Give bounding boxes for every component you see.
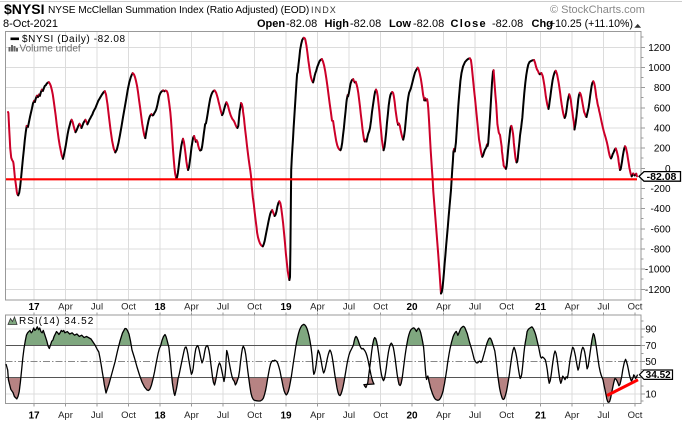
svg-text:NYSE McClellan Summation Index: NYSE McClellan Summation Index (Ratio Ad… <box>48 5 309 16</box>
svg-text:Oct: Oct <box>499 410 514 421</box>
svg-text:-200: -200 <box>650 184 670 195</box>
svg-text:21: 21 <box>535 302 547 313</box>
svg-text:18: 18 <box>154 302 166 313</box>
svg-text:-82.08: -82.08 <box>286 18 317 30</box>
svg-text:-82.08: -82.08 <box>492 18 523 30</box>
svg-text:400: 400 <box>654 124 671 135</box>
svg-text:-82.08: -82.08 <box>350 18 381 30</box>
svg-text:Jul: Jul <box>217 302 229 313</box>
svg-text:$NYSI: $NYSI <box>4 1 44 17</box>
svg-text:Apr: Apr <box>310 302 325 313</box>
svg-text:-1200: -1200 <box>645 285 671 296</box>
svg-text:Jul: Jul <box>597 410 609 421</box>
svg-text:18: 18 <box>154 411 166 422</box>
svg-text:Jul: Jul <box>343 410 355 421</box>
svg-text:90: 90 <box>645 325 657 336</box>
svg-text:20: 20 <box>406 302 418 313</box>
svg-text:Apr: Apr <box>184 302 199 313</box>
svg-text:Apr: Apr <box>58 410 73 421</box>
svg-text:Jul: Jul <box>91 302 103 313</box>
svg-text:50: 50 <box>645 357 657 368</box>
svg-text:21: 21 <box>535 411 547 422</box>
svg-text:Apr: Apr <box>436 302 451 313</box>
svg-text:Jul: Jul <box>217 410 229 421</box>
svg-text:600: 600 <box>654 103 671 114</box>
svg-text:Jul: Jul <box>597 302 609 313</box>
svg-text:Jul: Jul <box>343 302 355 313</box>
svg-text:Jul: Jul <box>469 410 481 421</box>
svg-text:-800: -800 <box>650 245 670 256</box>
svg-text:-1000: -1000 <box>645 265 671 276</box>
svg-text:8-Oct-2021: 8-Oct-2021 <box>3 18 58 30</box>
svg-text:0: 0 <box>665 164 671 175</box>
svg-text:+10.25 (+11.10%): +10.25 (+11.10%) <box>549 18 633 30</box>
svg-text:10: 10 <box>645 389 657 400</box>
svg-text:Open: Open <box>257 18 285 30</box>
svg-text:Apr: Apr <box>436 410 451 421</box>
svg-text:1000: 1000 <box>648 63 671 74</box>
svg-text:800: 800 <box>654 83 671 94</box>
svg-text:Volume undef: Volume undef <box>20 44 81 55</box>
svg-text:© StockCharts.com: © StockCharts.com <box>550 4 645 16</box>
svg-text:Chg: Chg <box>532 18 553 30</box>
svg-text:Oct: Oct <box>373 410 388 421</box>
svg-text:17: 17 <box>28 302 40 313</box>
svg-text:Apr: Apr <box>58 302 73 313</box>
svg-text:High: High <box>325 18 350 30</box>
svg-text:$NYSI (Daily) -82.08: $NYSI (Daily) -82.08 <box>22 34 126 45</box>
svg-text:Apr: Apr <box>565 410 580 421</box>
svg-text:INDX: INDX <box>311 5 337 15</box>
svg-text:Oct: Oct <box>628 410 643 421</box>
svg-text:Oct: Oct <box>247 302 262 313</box>
svg-text:Oct: Oct <box>499 302 514 313</box>
svg-text:Oct: Oct <box>628 302 643 313</box>
svg-text:Oct: Oct <box>373 302 388 313</box>
svg-text:Oct: Oct <box>121 410 136 421</box>
svg-text:Low: Low <box>389 18 411 30</box>
svg-text:Jul: Jul <box>469 302 481 313</box>
svg-text:20: 20 <box>406 411 418 422</box>
svg-text:1200: 1200 <box>648 43 671 54</box>
svg-text:-400: -400 <box>650 204 670 215</box>
svg-text:-82.08: -82.08 <box>647 171 677 183</box>
svg-text:34.52: 34.52 <box>646 370 671 381</box>
svg-text:Oct: Oct <box>121 302 136 313</box>
svg-text:Apr: Apr <box>184 410 199 421</box>
svg-text:Oct: Oct <box>247 410 262 421</box>
svg-text:19: 19 <box>280 411 292 422</box>
svg-text:70: 70 <box>645 341 657 352</box>
svg-text:RSI(14) 34.52: RSI(14) 34.52 <box>19 316 94 327</box>
svg-text:19: 19 <box>280 302 292 313</box>
svg-text:-600: -600 <box>650 224 670 235</box>
svg-text:Jul: Jul <box>91 410 103 421</box>
svg-text:Close: Close <box>451 18 487 30</box>
svg-text:-82.08: -82.08 <box>413 18 444 30</box>
svg-text:200: 200 <box>654 144 671 155</box>
svg-text:17: 17 <box>28 411 40 422</box>
svg-text:Apr: Apr <box>310 410 325 421</box>
svg-text:Apr: Apr <box>565 302 580 313</box>
